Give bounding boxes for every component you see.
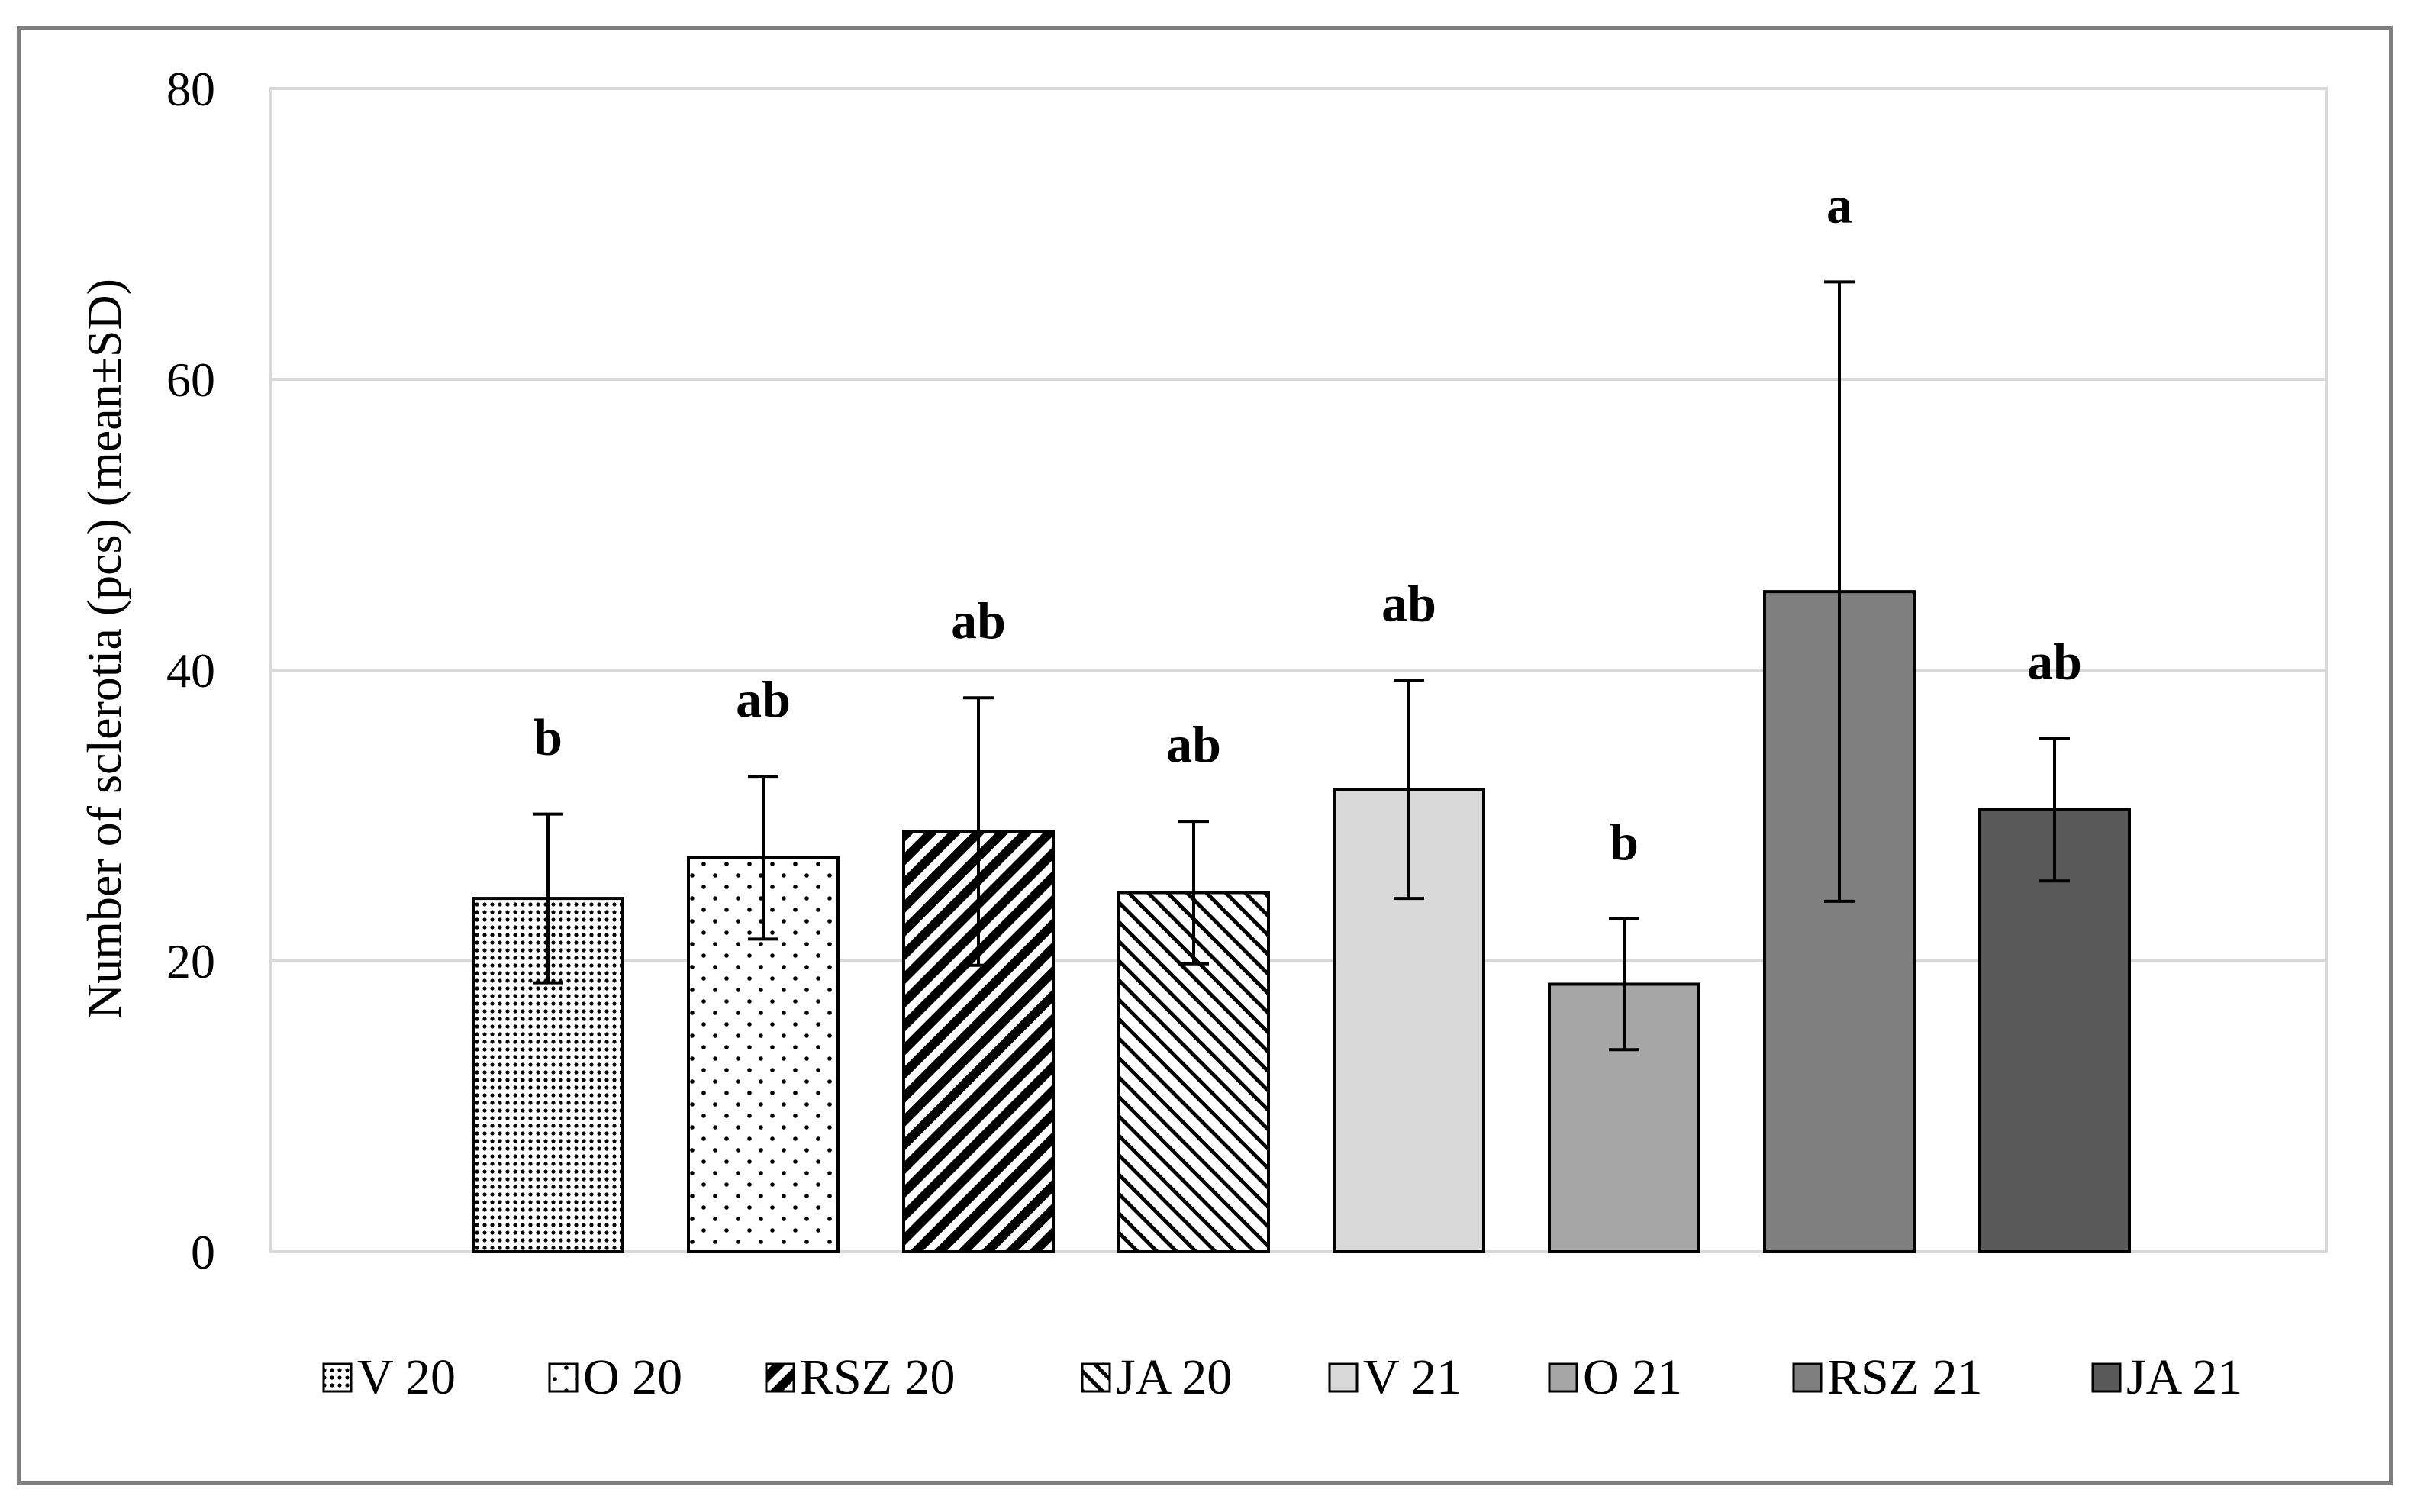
y-tick-label: 80 (166, 62, 215, 116)
y-axis-ticks: 0 20 40 60 80 (166, 62, 215, 1279)
error-bar (2039, 737, 2070, 883)
legend-swatch (1548, 1362, 1578, 1393)
legend-label: O 21 (1583, 1349, 1682, 1405)
legend-swatch (322, 1362, 353, 1393)
error-bar (1609, 917, 1639, 1052)
legend-swatch (2091, 1362, 2122, 1393)
significance-label: ab (1166, 715, 1221, 773)
legend-label: JA 20 (1116, 1349, 1232, 1405)
legend-label: V 21 (1363, 1349, 1462, 1405)
y-tick-label: 20 (166, 934, 215, 988)
legend-swatch (1792, 1362, 1823, 1393)
legend-item: O 21 (1548, 1349, 1682, 1405)
legend-label: JA 21 (2126, 1349, 2242, 1405)
legend-label: RSZ 21 (1827, 1349, 1983, 1405)
significance-label: b (1610, 813, 1639, 871)
legend-item: V 21 (1328, 1349, 1462, 1405)
legend-swatch (1328, 1362, 1359, 1393)
legend-swatch (765, 1362, 795, 1393)
significance-label: b (533, 708, 562, 766)
legend-item: JA 21 (2091, 1349, 2242, 1405)
legend-label: RSZ 20 (800, 1349, 956, 1405)
y-tick-label: 40 (166, 643, 215, 698)
significance-label: ab (951, 592, 1006, 650)
legend-item: RSZ 20 (765, 1349, 956, 1405)
significance-label: a (1826, 176, 1852, 234)
error-bar (1394, 679, 1424, 901)
legend-swatch (1081, 1362, 1111, 1393)
significance-label: ab (736, 670, 791, 728)
legend-label: V 20 (357, 1349, 456, 1405)
error-bar (533, 812, 563, 985)
legend: V 20 O 20 RSZ 20 JA 20 V 21 O 21 RSZ 21 JA 21 (322, 1349, 2242, 1405)
legend-swatch (548, 1362, 579, 1393)
legend-label: O 20 (583, 1349, 682, 1405)
legend-item: RSZ 21 (1792, 1349, 1983, 1405)
error-bar (1178, 820, 1209, 966)
y-tick-label: 60 (166, 353, 215, 407)
error-bar (748, 775, 778, 941)
legend-item: O 20 (548, 1349, 682, 1405)
error-bar (963, 696, 994, 967)
error-bar (1824, 280, 1855, 903)
legend-item: V 20 (322, 1349, 456, 1405)
legend-item: JA 20 (1081, 1349, 1232, 1405)
significance-label: ab (2027, 633, 2082, 691)
error-bars (533, 280, 2070, 1052)
significance-labels: b ab ab ab ab b a ab (533, 176, 2082, 870)
y-axis-title: Number of sclerotia (pcs) (mean±SD) (77, 279, 131, 1019)
significance-label: ab (1381, 574, 1436, 632)
y-tick-label: 0 (191, 1225, 215, 1279)
bars (472, 590, 2131, 1253)
